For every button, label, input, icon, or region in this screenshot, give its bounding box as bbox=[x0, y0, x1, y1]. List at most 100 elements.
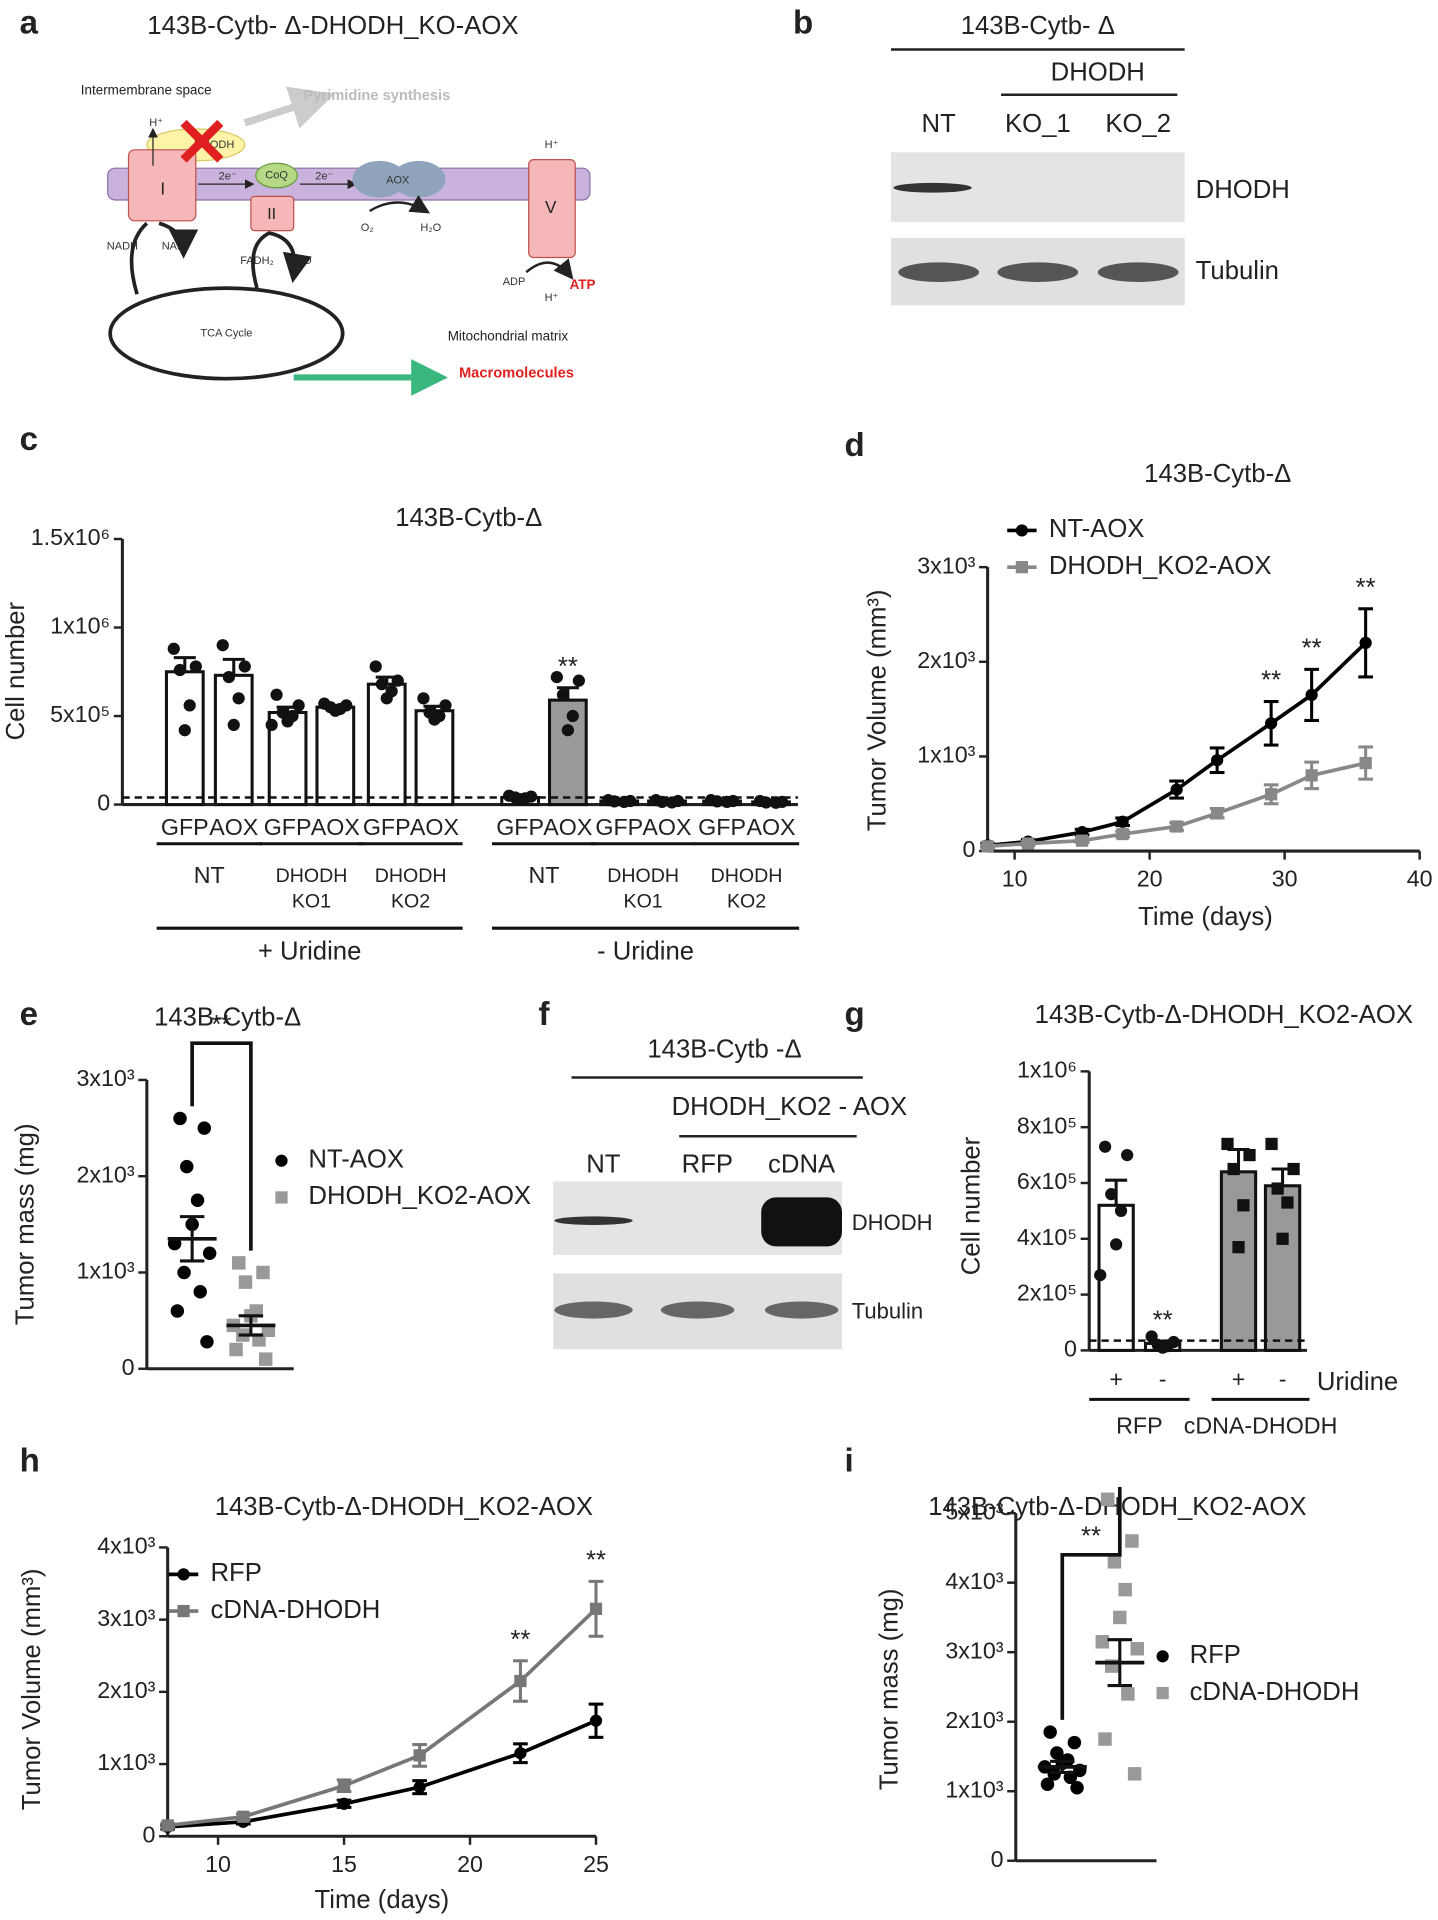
point bbox=[270, 688, 283, 701]
point bbox=[1211, 754, 1224, 767]
point bbox=[439, 699, 452, 712]
arrow bbox=[243, 86, 335, 129]
panel-label: i bbox=[844, 1443, 853, 1480]
y-tick-label: 2x10⁵ bbox=[1017, 1280, 1077, 1306]
complex-ii bbox=[250, 195, 295, 232]
point bbox=[1276, 1232, 1289, 1245]
point bbox=[1127, 1767, 1142, 1781]
y-tick-label: 1x10³ bbox=[945, 1776, 1003, 1802]
point bbox=[237, 1810, 250, 1823]
x-axis-label: Time (days) bbox=[1138, 903, 1273, 931]
x-tick-label: AOX bbox=[746, 814, 796, 840]
annotation: ** bbox=[558, 653, 578, 681]
y-axis-label: Tumor mass (mg) bbox=[12, 1123, 40, 1325]
chart-title: 143B-Cytb-Δ-DHODH_KO2-AOX bbox=[928, 1493, 1306, 1521]
y-tick-label: 4x10³ bbox=[97, 1533, 155, 1559]
significance-bracket bbox=[190, 1041, 253, 1251]
point bbox=[1040, 1777, 1055, 1792]
group-label: DHODH bbox=[711, 865, 783, 887]
group-label: NT bbox=[528, 862, 559, 888]
category-title: Uridine bbox=[1317, 1368, 1398, 1396]
point bbox=[413, 1781, 426, 1794]
point bbox=[981, 840, 994, 853]
lane-label: RFP bbox=[682, 1150, 733, 1178]
annotation: ** bbox=[1302, 635, 1322, 663]
y-tick-label: 0 bbox=[142, 1821, 155, 1847]
point bbox=[1287, 1162, 1300, 1176]
point bbox=[572, 674, 585, 687]
point bbox=[550, 670, 563, 684]
x-tick-label: + bbox=[1109, 1366, 1123, 1392]
aox-shape bbox=[391, 160, 446, 198]
lane-label: KO_1 bbox=[1005, 110, 1071, 138]
point bbox=[1067, 1735, 1082, 1750]
y-axis-label: Cell number bbox=[2, 601, 30, 740]
label: Macromolecules bbox=[459, 366, 574, 382]
complex-v bbox=[528, 159, 576, 259]
lane-label: NT bbox=[586, 1150, 621, 1178]
y-tick-label: 3x10³ bbox=[76, 1065, 134, 1091]
point bbox=[197, 1121, 211, 1135]
complex-i bbox=[127, 149, 197, 222]
annotation: ** bbox=[510, 1626, 530, 1654]
y-tick-label: 4x10⁵ bbox=[1017, 1224, 1077, 1250]
point bbox=[229, 1342, 243, 1357]
point bbox=[1227, 1162, 1240, 1176]
bar bbox=[315, 705, 356, 807]
y-axis-label: Tumor Volume (mm³) bbox=[18, 1569, 46, 1811]
y-tick-label: 2x10³ bbox=[945, 1707, 1003, 1733]
legend-label: NT-AOX bbox=[308, 1145, 404, 1173]
y-tick-label: 1x10³ bbox=[97, 1749, 155, 1775]
point bbox=[375, 678, 388, 691]
point bbox=[514, 1674, 527, 1688]
point bbox=[514, 1747, 527, 1760]
significance: ** bbox=[212, 1011, 232, 1039]
point bbox=[1110, 1238, 1123, 1251]
label: FADH₂ bbox=[240, 255, 274, 267]
band bbox=[898, 262, 980, 282]
panel-label: a bbox=[20, 5, 39, 42]
x-tick-label: AOX bbox=[642, 814, 692, 840]
x-tick-label: AOX bbox=[410, 814, 460, 840]
y-tick-label: 1x10³ bbox=[917, 742, 975, 768]
label: ADP bbox=[503, 276, 526, 288]
point bbox=[1170, 820, 1183, 833]
label: CoQ bbox=[265, 169, 288, 181]
x-axis-label: Time (days) bbox=[315, 1886, 450, 1914]
y-axis-label: Tumor Volume (mm³) bbox=[863, 589, 891, 831]
legend-label: cDNA-DHODH bbox=[210, 1596, 380, 1624]
x-tick-label: GFP bbox=[264, 814, 312, 840]
y-axis-label: Cell number bbox=[958, 1136, 986, 1275]
x-tick-label: GFP bbox=[496, 814, 544, 840]
legend-label: cDNA-DHODH bbox=[1190, 1678, 1360, 1706]
label: V bbox=[545, 197, 557, 217]
group-label: KO1 bbox=[624, 891, 663, 913]
point bbox=[329, 704, 342, 717]
band bbox=[893, 182, 972, 193]
panel-label: f bbox=[538, 996, 550, 1033]
point bbox=[561, 724, 574, 737]
x-tick-label: AOX bbox=[543, 814, 593, 840]
row-label: DHODH bbox=[1196, 176, 1290, 204]
point bbox=[1125, 1534, 1139, 1548]
label: II bbox=[267, 206, 276, 223]
x-tick-label: 15 bbox=[331, 1851, 357, 1877]
legend-marker bbox=[177, 1604, 190, 1618]
point bbox=[1098, 1140, 1112, 1153]
point bbox=[1265, 717, 1278, 730]
x-tick-label: 10 bbox=[1002, 866, 1028, 892]
blot-group: DHODH bbox=[1051, 59, 1145, 87]
legend-label: RFP bbox=[210, 1559, 261, 1587]
band bbox=[1097, 262, 1179, 282]
point bbox=[1076, 834, 1089, 847]
point bbox=[1243, 1148, 1256, 1162]
point bbox=[1121, 1687, 1135, 1701]
significance: ** bbox=[1081, 1522, 1101, 1550]
blot-group: DHODH_KO2 - AOX bbox=[672, 1093, 908, 1121]
x-tick-label: - bbox=[1279, 1366, 1287, 1392]
legend-marker bbox=[1156, 1650, 1169, 1663]
point bbox=[232, 692, 245, 705]
band bbox=[997, 262, 1079, 282]
